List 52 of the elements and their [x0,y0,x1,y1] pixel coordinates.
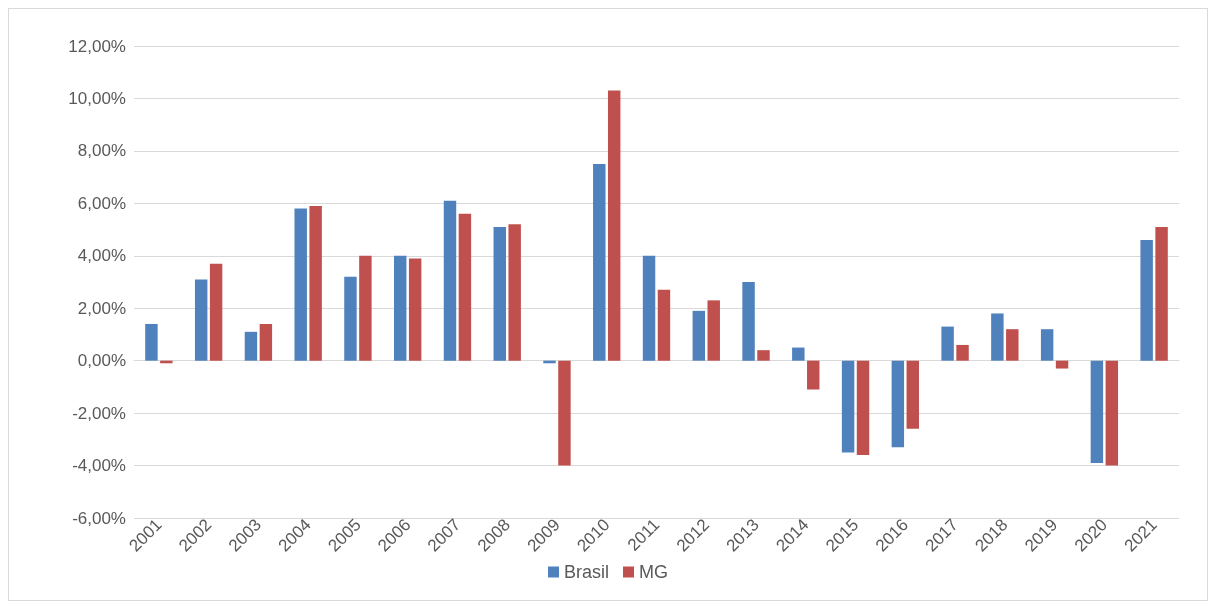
bar [1055,360,1069,369]
bar [593,164,606,361]
bar [209,263,223,361]
bar [508,224,521,361]
bar [891,360,905,448]
y-tick-label: -6,00% [72,508,126,528]
bar [558,360,571,466]
bar [941,326,954,361]
bar [458,213,472,361]
bar [1006,329,1019,361]
bar [792,347,805,361]
bar [807,360,820,390]
bar [657,289,671,361]
y-tick-label: -4,00% [72,456,126,476]
bar [1155,226,1168,361]
bar [145,323,158,361]
y-tick-label: -2,00% [72,403,126,423]
bar [757,350,770,361]
bar [642,255,656,361]
bar [344,276,357,361]
bar [493,226,506,361]
y-tick-label: 2,00% [77,298,126,318]
bar [1140,240,1153,361]
bar [443,200,457,361]
y-tick-label: 10,00% [68,88,126,108]
bar [707,300,720,361]
bar [692,310,706,361]
bar [1040,329,1054,361]
bar [259,323,273,361]
y-tick-label: 12,00% [68,36,126,56]
bar [841,360,855,453]
legend-label: Brasil [564,562,610,582]
y-tick-label: 8,00% [77,141,126,161]
bar [309,205,322,361]
bar [394,255,407,361]
bar [1090,360,1104,463]
bar [856,360,870,456]
bar [742,282,755,361]
y-tick-label: 6,00% [77,193,126,213]
bar [194,279,208,361]
bar [991,313,1004,361]
bar [906,360,919,429]
bar [1105,360,1119,466]
bar [408,258,422,361]
legend-label: MG [639,562,669,582]
y-tick-label: 4,00% [77,246,126,266]
bar [956,344,969,361]
bar [359,255,372,361]
y-tick-label: 0,00% [77,351,126,371]
bar [607,90,621,361]
bar [244,331,258,361]
bar [294,208,307,361]
